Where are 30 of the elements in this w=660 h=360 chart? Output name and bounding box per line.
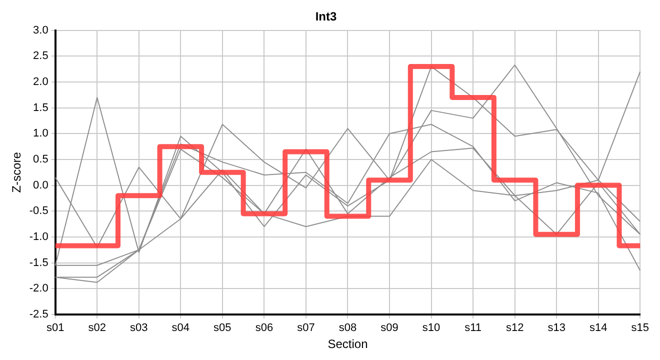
y-tick-label: -1.5 [29, 256, 48, 269]
x-tick-label: s04 [172, 322, 190, 334]
y-tick-label: 3.0 [33, 24, 48, 36]
x-tick-label: s14 [589, 322, 608, 334]
x-tick-label: s10 [422, 322, 440, 334]
y-tick-label: -1.0 [29, 230, 48, 243]
x-tick-label: s03 [130, 322, 148, 334]
y-axis-title: Z-score [10, 152, 24, 193]
y-tick-label: 2.5 [33, 50, 48, 62]
x-tick-label: s05 [214, 322, 232, 334]
x-tick-label: s12 [506, 322, 524, 334]
x-tick-label: s01 [46, 322, 64, 334]
x-tick-label: s15 [631, 322, 650, 334]
x-axis-title: Section [328, 337, 368, 352]
y-tick-label: 2.0 [33, 76, 48, 88]
y-tick-label: 0.5 [33, 154, 48, 166]
y-tick-label: 1.5 [33, 102, 48, 114]
x-tick-label: s07 [297, 322, 315, 334]
x-tick-label: s08 [338, 322, 357, 334]
y-tick-label: 0.0 [33, 179, 48, 192]
x-tick-label: s02 [88, 322, 106, 334]
x-tick-label: s11 [464, 322, 482, 334]
x-tick-label: s06 [255, 322, 274, 334]
x-tick-label: s09 [380, 322, 398, 334]
chart-title: Int3 [315, 10, 337, 24]
y-tick-label: -2.0 [29, 282, 48, 295]
y-tick-label: -0.5 [29, 205, 48, 218]
x-tick-label: s13 [548, 322, 566, 334]
y-tick-label: -2.5 [29, 308, 48, 320]
y-tick-label: 1.0 [33, 128, 48, 140]
